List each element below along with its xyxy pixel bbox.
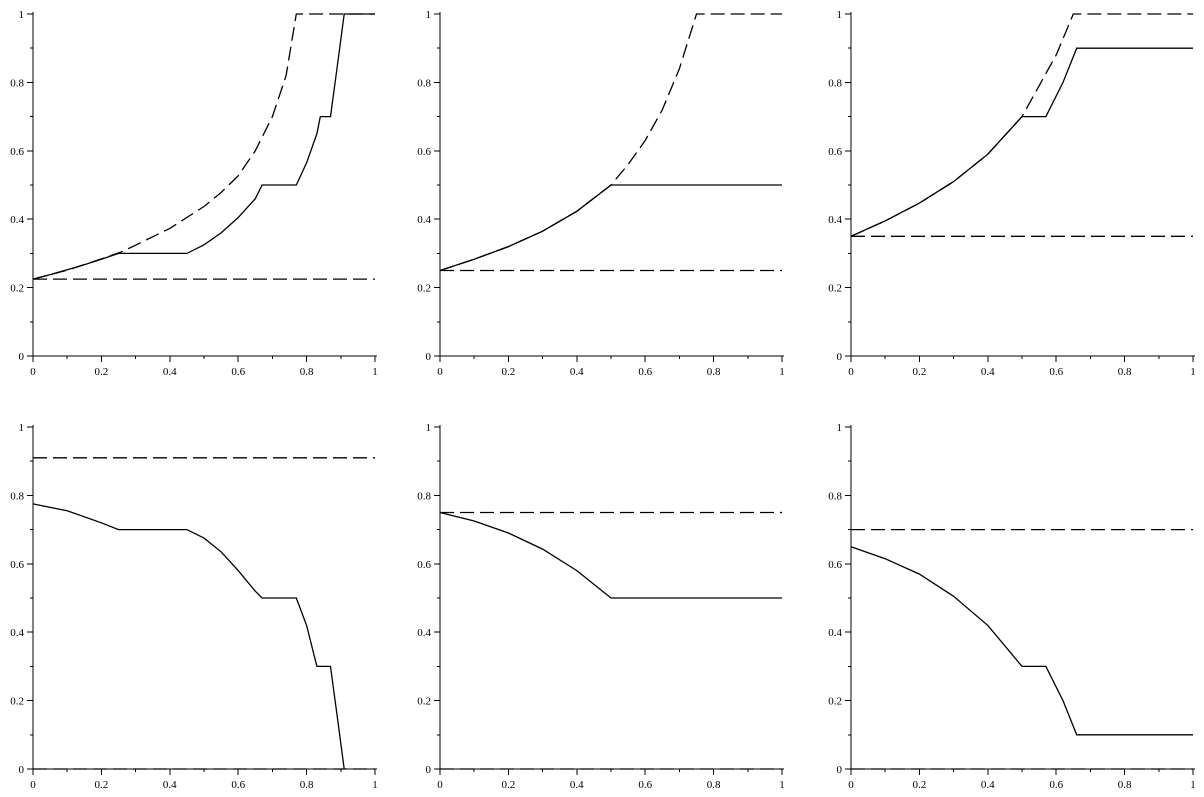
x-tick-label: 0.2 — [502, 366, 516, 378]
x-tick-label: 0.2 — [502, 779, 516, 791]
plot-panel-1: 0 0.2 0.4 0.6 0.8 1 0 0.2 0.4 0.6 0.8 1 — [10, 9, 378, 378]
y-tick-label: 0.6 — [828, 559, 842, 571]
y-tick-label: 0.8 — [10, 77, 24, 89]
y-tick-label: 0.8 — [417, 490, 431, 502]
x-tick-label: 1 — [372, 779, 378, 791]
y-tick-label: 1 — [837, 422, 843, 434]
x-tick-label: 0 — [30, 779, 36, 791]
x-tick-label: 0.4 — [981, 779, 995, 791]
y-tick-label: 0.4 — [10, 214, 24, 226]
x-tick-label: 0.4 — [163, 779, 177, 791]
y-tick-label: 0.8 — [417, 77, 431, 89]
solid-curve-1 — [850, 47, 1193, 237]
y-tick-label: 0 — [837, 764, 843, 776]
y-tick-label: 0 — [426, 764, 432, 776]
y-tick-label: 0.2 — [828, 283, 842, 295]
y-tick-label: 1 — [19, 9, 25, 21]
solid-curve-1 — [439, 184, 782, 272]
x-tick-label: 0.6 — [638, 779, 652, 791]
x-tick-label: 1 — [1190, 779, 1196, 791]
x-tick-label: 0 — [437, 779, 443, 791]
y-tick-label: 0.6 — [10, 146, 24, 158]
x-tick-label: 0.8 — [707, 779, 721, 791]
x-tick-label: 0.6 — [1049, 366, 1063, 378]
x-tick-label: 1 — [779, 779, 785, 791]
y-tick-label: 0.6 — [417, 559, 431, 571]
solid-curve-1 — [439, 511, 782, 599]
plot-panel-4: 0 0.2 0.4 0.6 0.8 1 0 0.2 0.4 0.6 0.8 1 — [10, 422, 378, 791]
x-tick-label: 0.6 — [638, 366, 652, 378]
x-tick-label: 0.2 — [95, 366, 109, 378]
y-tick-label: 1 — [837, 9, 843, 21]
x-tick-label: 0.6 — [231, 779, 245, 791]
y-tick-label: 0.8 — [10, 490, 24, 502]
y-tick-label: 0.2 — [828, 696, 842, 708]
y-tick-label: 0.8 — [828, 77, 842, 89]
solid-curve-1 — [850, 546, 1193, 736]
x-tick-label: 0.6 — [1049, 779, 1063, 791]
x-tick-label: 0.4 — [570, 366, 584, 378]
x-tick-label: 0.8 — [707, 366, 721, 378]
x-tick-label: 0.8 — [300, 366, 314, 378]
x-tick-label: 0.4 — [163, 366, 177, 378]
plot-panel-6: 0 0.2 0.4 0.6 0.8 1 0 0.2 0.4 0.6 0.8 1 — [828, 422, 1196, 791]
y-tick-label: 1 — [19, 422, 25, 434]
y-tick-label: 0.4 — [828, 214, 842, 226]
y-tick-label: 1 — [426, 422, 432, 434]
x-tick-label: 1 — [1190, 366, 1196, 378]
y-tick-label: 0.4 — [417, 214, 431, 226]
x-tick-label: 0.8 — [1118, 366, 1132, 378]
x-tick-label: 0.2 — [95, 779, 109, 791]
x-tick-label: 0.8 — [300, 779, 314, 791]
y-tick-label: 0 — [19, 764, 25, 776]
y-tick-label: 0.4 — [417, 627, 431, 639]
x-tick-label: 0 — [848, 779, 854, 791]
y-tick-label: 0.2 — [10, 283, 24, 295]
plot-panel-5: 0 0.2 0.4 0.6 0.8 1 0 0.2 0.4 0.6 0.8 1 — [417, 422, 785, 791]
x-tick-label: 0.4 — [570, 779, 584, 791]
y-tick-label: 0 — [837, 351, 843, 363]
x-tick-label: 0 — [30, 366, 36, 378]
x-tick-label: 0 — [848, 366, 854, 378]
y-tick-label: 0.4 — [10, 627, 24, 639]
y-tick-label: 0.6 — [10, 559, 24, 571]
x-tick-label: 0.2 — [913, 366, 927, 378]
dashed-curve-2 — [439, 13, 782, 272]
y-tick-label: 0.2 — [417, 696, 431, 708]
dashed-curve-2 — [850, 13, 1193, 237]
x-tick-label: 1 — [779, 366, 785, 378]
x-tick-label: 0 — [437, 366, 443, 378]
y-tick-label: 0.6 — [828, 146, 842, 158]
y-tick-label: 0.6 — [417, 146, 431, 158]
solid-curve-1 — [32, 13, 375, 280]
y-tick-label: 1 — [426, 9, 432, 21]
y-tick-label: 0 — [19, 351, 25, 363]
x-tick-label: 0.6 — [231, 366, 245, 378]
y-tick-label: 0.2 — [417, 283, 431, 295]
y-tick-label: 0.8 — [828, 490, 842, 502]
y-tick-label: 0 — [426, 351, 432, 363]
x-tick-label: 0.8 — [1118, 779, 1132, 791]
x-tick-label: 0.2 — [913, 779, 927, 791]
x-tick-label: 0.4 — [981, 366, 995, 378]
y-tick-label: 0.4 — [828, 627, 842, 639]
y-tick-label: 0.2 — [10, 696, 24, 708]
solid-curve-1 — [32, 503, 345, 770]
dashed-curve-2 — [32, 13, 375, 280]
x-tick-label: 1 — [372, 366, 378, 378]
plot-panel-3: 0 0.2 0.4 0.6 0.8 1 0 0.2 0.4 0.6 0.8 1 — [828, 9, 1196, 378]
plot-panel-2: 0 0.2 0.4 0.6 0.8 1 0 0.2 0.4 0.6 0.8 1 — [417, 9, 785, 378]
